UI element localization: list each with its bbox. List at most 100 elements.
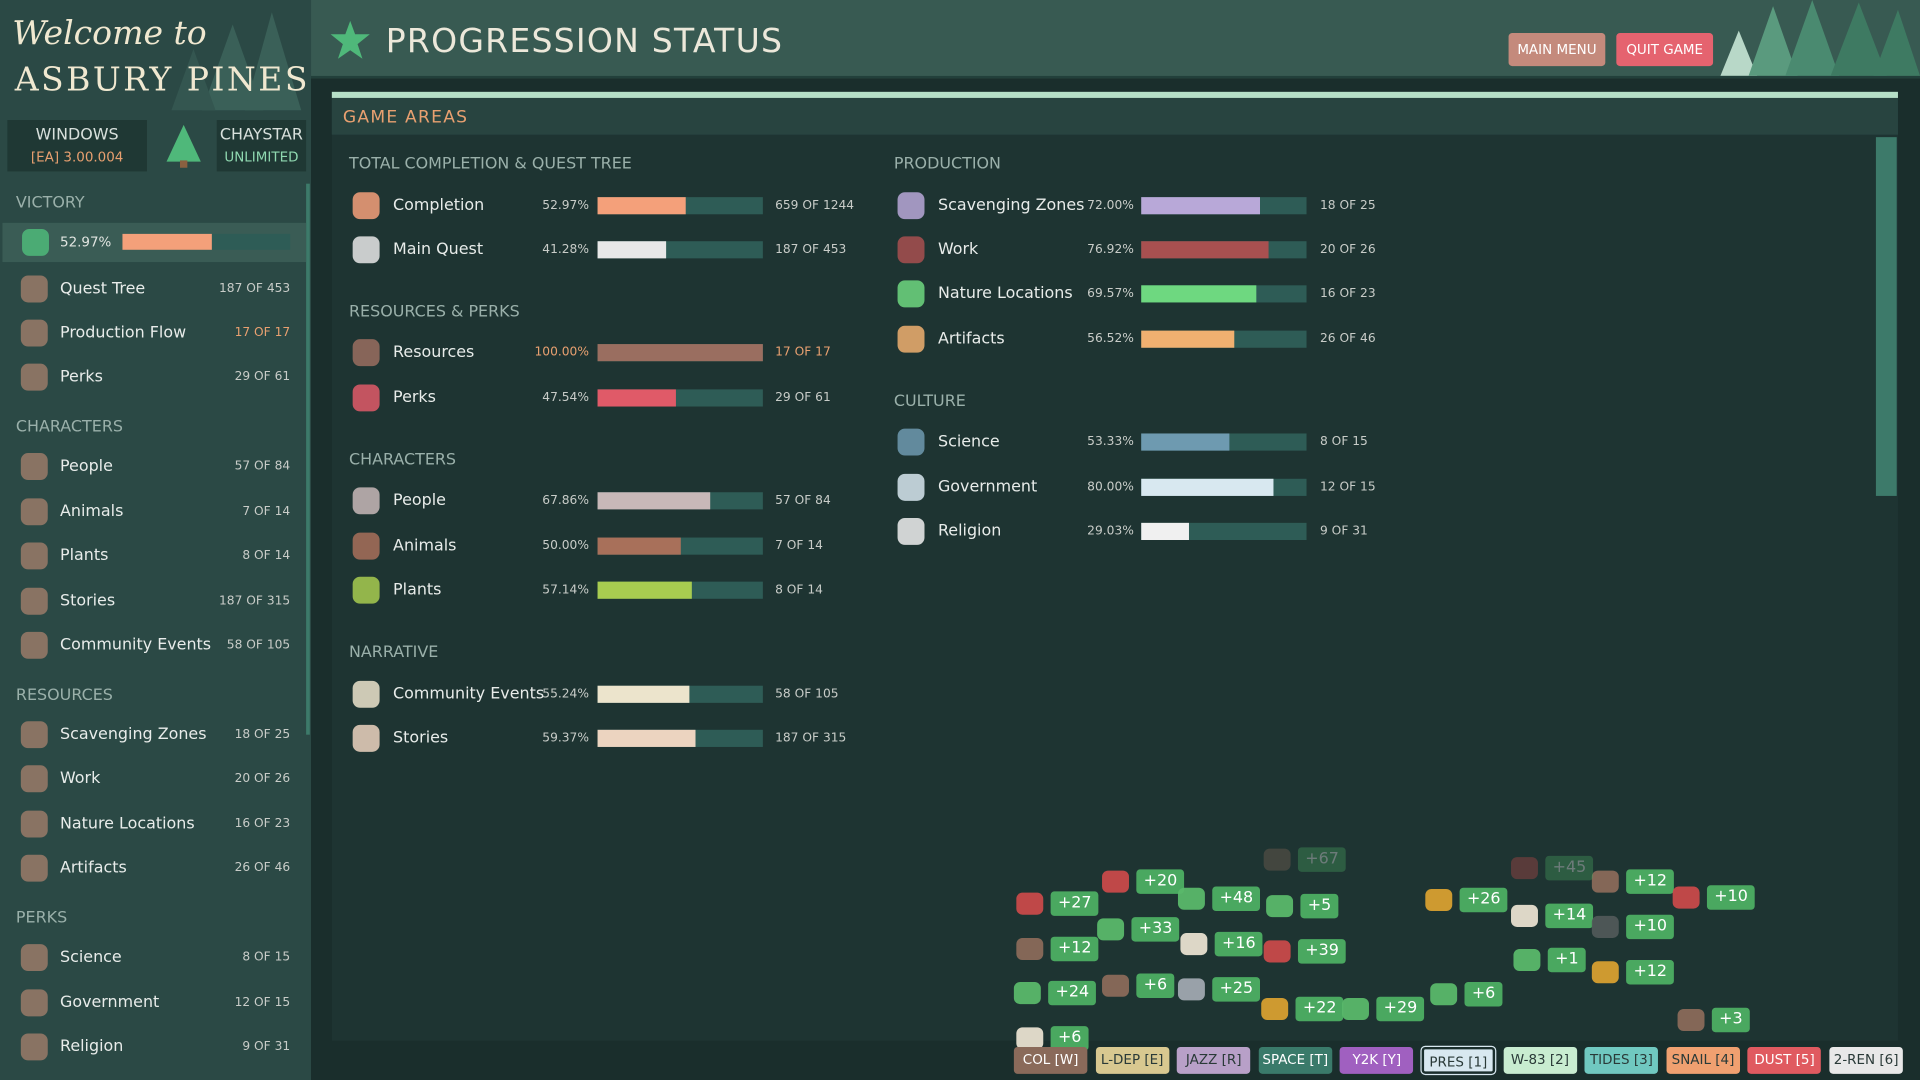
row-label: Government xyxy=(937,477,1038,497)
sidebar-count: 18 OF 25 xyxy=(234,727,291,742)
icon xyxy=(352,680,380,708)
row-percent: 80.00% xyxy=(1087,480,1134,494)
era-tab[interactable]: Y2K [Y] xyxy=(1340,1046,1414,1074)
panel-stripe xyxy=(331,91,1898,98)
sidebar-count: 17 OF 17 xyxy=(234,326,291,340)
progress-bar xyxy=(1141,522,1190,540)
group-heading: RESOURCES & PERKS xyxy=(348,302,520,322)
era-tab[interactable]: SPACE [T] xyxy=(1258,1046,1332,1074)
icon xyxy=(20,765,48,793)
popup-icon xyxy=(1266,895,1294,918)
resource-popup: +10 xyxy=(1706,885,1756,910)
era-tab[interactable]: 2-REN [6] xyxy=(1829,1046,1903,1074)
icon xyxy=(352,384,380,412)
sidebar-item[interactable]: Work xyxy=(60,769,101,789)
resource-popup: +14 xyxy=(1545,903,1594,929)
row-percent: 76.92% xyxy=(1087,242,1134,257)
progress-bar xyxy=(597,729,696,747)
resource-popup: +24 xyxy=(1048,980,1097,1006)
resource-popup: +39 xyxy=(1297,939,1347,964)
sidebar-item[interactable]: Stories xyxy=(60,591,116,610)
row-label: Work xyxy=(937,240,979,259)
icon xyxy=(20,274,48,302)
icon xyxy=(20,631,48,659)
sidebar-count: 8 OF 15 xyxy=(242,950,291,965)
progress-bar xyxy=(1141,478,1274,496)
row-label: Plants xyxy=(393,581,442,600)
version: [EA] 3.00.004 xyxy=(30,149,124,166)
resource-popup: +10 xyxy=(1626,914,1675,940)
header-button[interactable]: QUIT GAME xyxy=(1616,33,1714,67)
sidebar-count: 12 OF 15 xyxy=(234,995,291,1009)
sidebar-count: 57 OF 84 xyxy=(234,460,291,474)
row-label: Artifacts xyxy=(937,329,1005,348)
progress-bar xyxy=(1141,196,1261,214)
icon xyxy=(352,532,380,560)
sidebar-item[interactable]: Science xyxy=(60,948,122,967)
icon xyxy=(897,473,925,501)
sidebar-count: 20 OF 26 xyxy=(234,772,291,786)
sidebar-count: 7 OF 14 xyxy=(242,504,291,519)
row-count: 187 OF 453 xyxy=(775,242,847,257)
resource-popup: +48 xyxy=(1212,886,1261,912)
sidebar-item[interactable]: Plants xyxy=(60,546,109,566)
icon xyxy=(897,517,925,545)
edition: UNLIMITED xyxy=(224,149,299,166)
popup-icon xyxy=(1430,983,1458,1006)
popup-icon xyxy=(1263,848,1291,871)
popup-icon xyxy=(1016,1027,1044,1050)
icon xyxy=(20,453,48,481)
popup-icon xyxy=(1102,870,1129,893)
sidebar-item[interactable]: Artifacts xyxy=(60,859,127,878)
icon xyxy=(20,542,48,570)
resource-popup: +5 xyxy=(1300,893,1339,919)
popup-icon xyxy=(1013,982,1041,1005)
era-tab[interactable]: SNAIL [4] xyxy=(1666,1046,1740,1074)
sidebar-item[interactable]: Nature Locations xyxy=(60,814,195,833)
resource-popup: +26 xyxy=(1459,887,1508,913)
sidebar-item[interactable]: Scavenging Zones xyxy=(60,725,207,744)
icon xyxy=(20,988,48,1016)
era-tab[interactable]: TIDES [3] xyxy=(1584,1046,1659,1074)
progress-bar xyxy=(597,389,677,407)
platform: WINDOWS xyxy=(35,126,119,145)
victory-percent: 52.97% xyxy=(60,234,112,251)
sidebar-item[interactable]: Animals xyxy=(60,502,124,521)
row-count: 29 OF 61 xyxy=(775,390,831,405)
sidebar-item[interactable]: Perks xyxy=(60,368,103,387)
sidebar-count: 8 OF 14 xyxy=(242,549,291,563)
page-title: PROGRESSION STATUS xyxy=(385,22,784,61)
progress-bar xyxy=(597,492,710,510)
progress-bar xyxy=(1141,241,1269,259)
icon xyxy=(352,487,380,515)
sidebar-item[interactable]: Quest Tree xyxy=(60,279,146,298)
icon xyxy=(352,576,380,604)
sidebar-item[interactable]: Government xyxy=(60,993,160,1012)
row-label: Main Quest xyxy=(393,240,484,259)
row-label: Scavenging Zones xyxy=(937,195,1085,215)
era-tab[interactable]: W-83 [2] xyxy=(1503,1046,1577,1074)
popup-icon xyxy=(1677,1008,1705,1032)
row-count: 58 OF 105 xyxy=(775,687,839,701)
row-count: 18 OF 25 xyxy=(1320,198,1376,212)
header-button[interactable]: MAIN MENU xyxy=(1508,33,1606,67)
group-heading: NARRATIVE xyxy=(348,643,439,662)
sidebar-heading: VICTORY xyxy=(15,194,85,213)
era-tab[interactable]: DUST [5] xyxy=(1747,1046,1822,1074)
icon xyxy=(20,1033,48,1061)
era-tab[interactable]: JAZZ [R] xyxy=(1176,1046,1251,1074)
popup-icon xyxy=(1016,937,1044,960)
resource-popup: +6 xyxy=(1050,1026,1089,1051)
sidebar-item[interactable]: Community Events xyxy=(60,635,212,655)
sidebar-item[interactable]: Production Flow xyxy=(60,323,187,343)
row-label: Stories xyxy=(393,729,449,748)
era-tab[interactable]: PRES [1] xyxy=(1420,1045,1497,1076)
popup-icon xyxy=(1177,887,1205,910)
row-count: 17 OF 17 xyxy=(775,346,831,360)
era-tab[interactable]: L-DEP [E] xyxy=(1095,1046,1169,1074)
era-tab[interactable]: COL [W] xyxy=(1013,1046,1088,1074)
sidebar-item[interactable]: People xyxy=(60,457,113,477)
resource-popup: +27 xyxy=(1050,891,1099,916)
sidebar-item[interactable]: Religion xyxy=(60,1037,124,1056)
